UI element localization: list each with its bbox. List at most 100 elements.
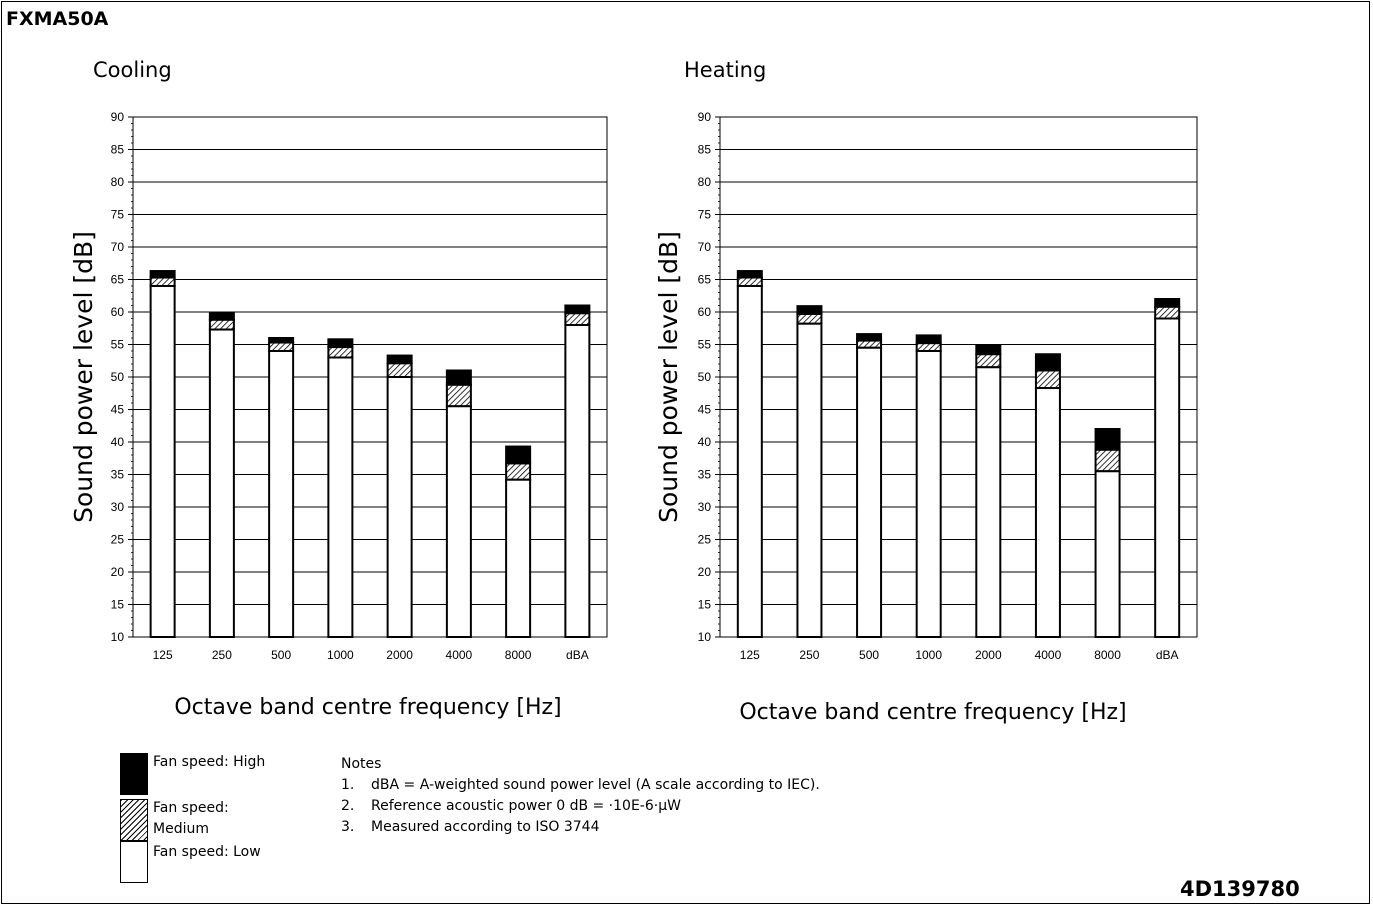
x-tick-label: 2000 bbox=[386, 648, 413, 662]
x-tick-label: 500 bbox=[271, 648, 291, 662]
y-tick-label: 20 bbox=[698, 565, 712, 579]
notes: Notes 1. dBA = A-weighted sound power lev… bbox=[341, 754, 820, 838]
bar-high bbox=[1094, 428, 1121, 451]
note-item: 1. dBA = A-weighted sound power level (A … bbox=[341, 777, 820, 793]
y-tick-label: 30 bbox=[111, 500, 125, 514]
y-tick-label: 75 bbox=[698, 208, 712, 222]
bar-medium bbox=[796, 312, 823, 325]
x-tick-label: 250 bbox=[799, 648, 819, 662]
plot-area bbox=[719, 116, 1198, 638]
bar-low bbox=[796, 322, 823, 638]
bar-low bbox=[149, 285, 176, 638]
x-axis-label: Octave band centre frequency [Hz] bbox=[174, 695, 561, 720]
plot-area bbox=[132, 116, 608, 638]
y-tick-label: 40 bbox=[111, 435, 125, 449]
bar-low bbox=[856, 346, 883, 638]
y-tick-label: 80 bbox=[111, 175, 125, 189]
model-name: FXMA50A bbox=[6, 8, 109, 30]
note-item: 3. Measured according to ISO 3744 bbox=[341, 819, 600, 835]
y-tick-label: 15 bbox=[111, 598, 125, 612]
bar-medium bbox=[1094, 448, 1121, 473]
bar-low bbox=[1154, 317, 1181, 638]
bar-low bbox=[386, 376, 413, 638]
y-tick-label: 35 bbox=[111, 468, 125, 482]
y-tick-label: 70 bbox=[698, 240, 712, 254]
bar-medium bbox=[1034, 369, 1061, 390]
y-tick-label: 80 bbox=[698, 175, 712, 189]
bar-low bbox=[327, 356, 354, 638]
bar-high bbox=[1034, 353, 1061, 372]
legend-swatch-low bbox=[120, 841, 148, 883]
x-tick-label: 4000 bbox=[446, 648, 473, 662]
y-tick-label: 90 bbox=[111, 110, 125, 124]
x-tick-label: 4000 bbox=[1035, 648, 1062, 662]
x-tick-label: 8000 bbox=[505, 648, 532, 662]
y-tick-label: 50 bbox=[698, 370, 712, 384]
y-tick-label: 30 bbox=[698, 500, 712, 514]
y-axis-label: Sound power level [dB] bbox=[654, 231, 683, 523]
bar-low bbox=[208, 328, 235, 638]
x-tick-label: 2000 bbox=[975, 648, 1002, 662]
y-tick-label: 45 bbox=[111, 403, 125, 417]
y-tick-label: 10 bbox=[698, 630, 712, 644]
y-tick-label: 55 bbox=[698, 338, 712, 352]
bar-low bbox=[1034, 387, 1061, 638]
bar-medium bbox=[1154, 305, 1181, 320]
y-tick-label: 40 bbox=[698, 435, 712, 449]
legend-swatch-high bbox=[120, 753, 148, 795]
y-tick-label: 75 bbox=[111, 208, 125, 222]
y-tick-label: 50 bbox=[111, 370, 125, 384]
x-tick-label: 125 bbox=[153, 648, 173, 662]
y-tick-label: 65 bbox=[698, 273, 712, 287]
bar-high bbox=[975, 344, 1002, 356]
x-tick-label: 250 bbox=[212, 648, 232, 662]
bar-low bbox=[505, 478, 532, 639]
y-tick-label: 65 bbox=[111, 273, 125, 287]
y-tick-label: 45 bbox=[698, 403, 712, 417]
y-tick-label: 25 bbox=[698, 533, 712, 547]
y-tick-label: 85 bbox=[698, 143, 712, 157]
x-tick-label: 1000 bbox=[915, 648, 942, 662]
x-tick-label: 8000 bbox=[1094, 648, 1121, 662]
legend-label-high: Fan speed: High bbox=[153, 754, 266, 770]
bar-low bbox=[564, 324, 591, 638]
y-tick-label: 10 bbox=[111, 630, 125, 644]
y-tick-label: 60 bbox=[698, 305, 712, 319]
y-tick-label: 85 bbox=[111, 143, 125, 157]
legend-label-low: Fan speed: Low bbox=[153, 844, 261, 860]
bar-low bbox=[445, 405, 472, 638]
bar-medium bbox=[856, 339, 883, 349]
bar-medium bbox=[736, 276, 763, 287]
y-tick-label: 90 bbox=[698, 110, 712, 124]
legend-swatch-medium bbox=[120, 799, 148, 841]
bar-low bbox=[975, 366, 1002, 638]
y-tick-label: 70 bbox=[111, 240, 125, 254]
y-tick-label: 20 bbox=[111, 565, 125, 579]
y-tick-label: 35 bbox=[698, 468, 712, 482]
bar-high bbox=[915, 334, 942, 345]
x-tick-label: 1000 bbox=[327, 648, 354, 662]
bar-medium bbox=[975, 353, 1002, 369]
x-tick-label: dBA bbox=[566, 648, 589, 662]
notes-title: Notes bbox=[341, 756, 382, 772]
bar-high bbox=[796, 305, 823, 315]
chart-title: Cooling bbox=[93, 58, 172, 82]
y-tick-label: 15 bbox=[698, 598, 712, 612]
bar-low bbox=[736, 285, 763, 638]
bar-low bbox=[915, 350, 942, 638]
bar-high bbox=[1154, 298, 1181, 308]
document-code: 4D139780 bbox=[1180, 877, 1300, 901]
y-tick-label: 60 bbox=[111, 305, 125, 319]
note-item: 2. Reference acoustic power 0 dB = ·10E-6… bbox=[341, 798, 681, 814]
chart-title: Heating bbox=[684, 58, 766, 82]
legend-label-medium: Fan speed: Medium bbox=[153, 800, 229, 837]
x-axis-label: Octave band centre frequency [Hz] bbox=[739, 700, 1126, 725]
x-tick-label: 500 bbox=[859, 648, 879, 662]
bar-medium bbox=[915, 342, 942, 353]
y-tick-label: 25 bbox=[111, 533, 125, 547]
y-tick-label: 55 bbox=[111, 338, 125, 352]
bar-low bbox=[1094, 470, 1121, 638]
